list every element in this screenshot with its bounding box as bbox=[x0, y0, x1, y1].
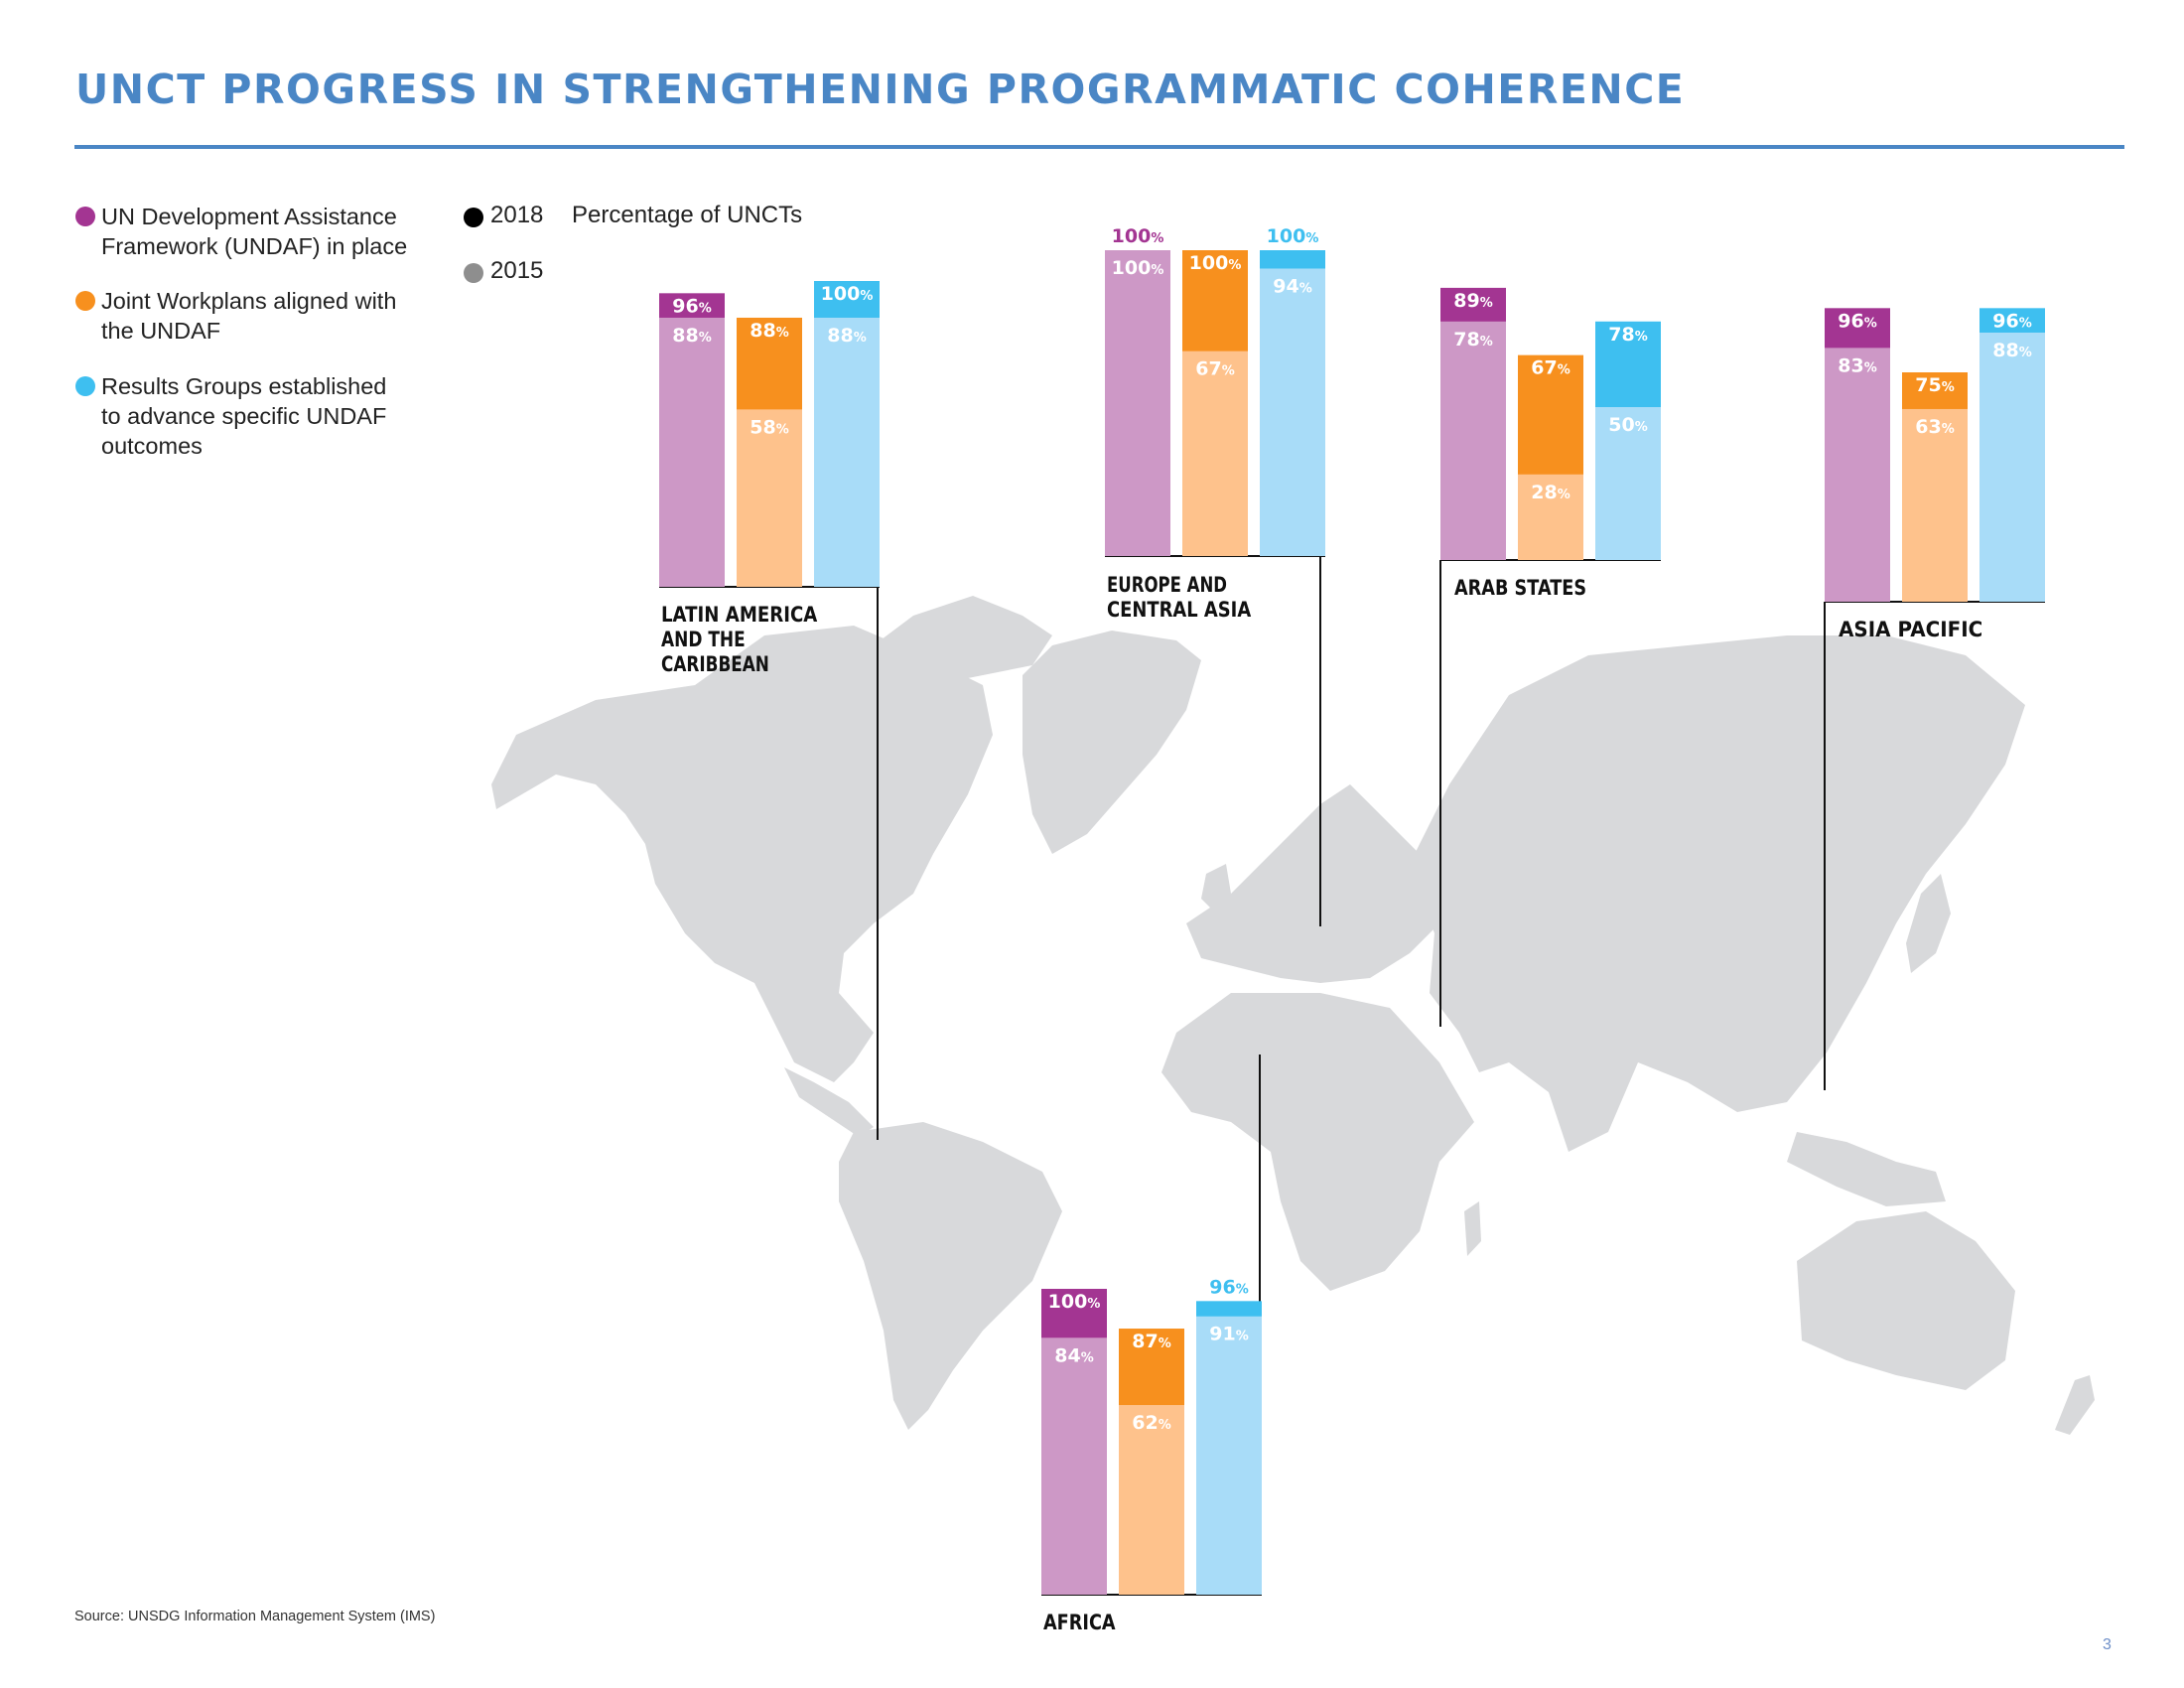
map-north-america bbox=[491, 626, 993, 1082]
label-2015-undaf-africa: 84% bbox=[1054, 1344, 1093, 1366]
legend-item-undaf: UN Development Assistance Framework (UND… bbox=[75, 202, 407, 261]
label-2015-results-groups-europe-and-central-asia: 94% bbox=[1273, 275, 1311, 297]
label-2018-undaf-asia-pacific: 96% bbox=[1838, 310, 1876, 332]
region-label-africa-line-1: AFRICA bbox=[1043, 1611, 1116, 1634]
bar-2015-results-groups-asia-pacific bbox=[1979, 332, 2045, 602]
label-2015-joint-workplans-arab-states: 28% bbox=[1531, 482, 1570, 503]
legend-year-2015-label: 2015 bbox=[490, 257, 544, 284]
label-2015-joint-workplans-asia-pacific: 63% bbox=[1915, 416, 1954, 438]
label-2018-results-groups-europe-and-central-asia: 100% bbox=[1267, 225, 1319, 247]
legend-dot-results-groups bbox=[75, 376, 95, 396]
label-2018-results-groups-latin-america-and-the-caribbean: 100% bbox=[821, 283, 874, 305]
legend-dot-undaf bbox=[75, 207, 95, 226]
map-greenland bbox=[1023, 631, 1201, 854]
legend-label-results-groups-line-3: outcomes bbox=[101, 433, 203, 459]
region-label-latin-america-and-the-caribbean-line-1: LATIN AMERICA bbox=[661, 603, 818, 627]
region-label-europe-and-central-asia-line-2: CENTRAL ASIA bbox=[1107, 598, 1252, 622]
label-2018-undaf-latin-america-and-the-caribbean: 96% bbox=[672, 295, 711, 317]
bar-2015-joint-workplans-asia-pacific bbox=[1902, 408, 1968, 602]
label-2015-results-groups-arab-states: 50% bbox=[1608, 414, 1647, 436]
region-label-arab-states-line-1: ARAB STATES bbox=[1454, 576, 1586, 600]
bar-2015-joint-workplans-latin-america-and-the-caribbean bbox=[737, 409, 802, 587]
map-australia bbox=[1797, 1211, 2015, 1390]
map-central-america bbox=[784, 1067, 874, 1137]
bar-2015-results-groups-africa bbox=[1196, 1316, 1262, 1595]
title-divider bbox=[74, 145, 2124, 149]
bar-2015-joint-workplans-arab-states bbox=[1518, 474, 1583, 560]
region-label-latin-america-and-the-caribbean-line-2: AND THE bbox=[661, 628, 746, 651]
bar-2015-undaf-asia-pacific bbox=[1825, 348, 1890, 602]
label-2015-undaf-latin-america-and-the-caribbean: 88% bbox=[672, 325, 711, 347]
map-southeast-asia-islands bbox=[1787, 1132, 1946, 1206]
legend-year-2018: 2018 bbox=[464, 202, 543, 229]
bar-2015-undaf-latin-america-and-the-caribbean bbox=[659, 317, 725, 587]
label-2018-results-groups-arab-states: 78% bbox=[1608, 324, 1647, 346]
map-south-america bbox=[839, 1122, 1062, 1430]
label-2018-joint-workplans-asia-pacific: 75% bbox=[1915, 374, 1954, 396]
world-map bbox=[491, 596, 2095, 1435]
map-new-zealand bbox=[2055, 1375, 2095, 1435]
map-madagascar bbox=[1464, 1201, 1481, 1256]
region-europe-and-central-asia: 100% 100% 100% 67% 100% 94% EUROPE ANDCENTRAL … bbox=[1105, 225, 1325, 926]
label-2015-results-groups-africa: 91% bbox=[1209, 1324, 1248, 1345]
map-europe bbox=[1186, 784, 1439, 983]
region-africa: 100% 84% 87% 62% 96% 91% AFRICA bbox=[1041, 1055, 1262, 1634]
legend-dot-2018 bbox=[464, 208, 483, 227]
region-arab-states: 89% 78% 67% 28% 78% 50% ARAB STATES bbox=[1439, 287, 1661, 1027]
map-africa bbox=[1161, 993, 1474, 1291]
bar-2015-joint-workplans-europe-and-central-asia bbox=[1182, 351, 1248, 556]
legend-label-undaf-line-2: Framework (UNDAF) in place bbox=[101, 233, 408, 259]
region-label-latin-america-and-the-caribbean-line-3: CARIBBEAN bbox=[661, 652, 769, 676]
bar-2015-undaf-arab-states bbox=[1440, 321, 1506, 560]
bar-2015-joint-workplans-africa bbox=[1119, 1405, 1184, 1595]
legend-dot-joint-workplans bbox=[75, 291, 95, 311]
label-2018-undaf-africa: 100% bbox=[1048, 1291, 1101, 1313]
label-2015-results-groups-latin-america-and-the-caribbean: 88% bbox=[827, 325, 866, 347]
legend-label-results-groups-line-2: to advance specific UNDAF bbox=[101, 403, 387, 429]
map-arctic-islands bbox=[874, 596, 1052, 685]
label-2018-joint-workplans-arab-states: 67% bbox=[1531, 357, 1570, 379]
label-2015-results-groups-asia-pacific: 88% bbox=[1992, 340, 2031, 361]
legend-label-joint-workplans-line-2: the UNDAF bbox=[101, 318, 221, 344]
map-japan bbox=[1906, 874, 1951, 973]
source-note: Source: UNSDG Information Management Sys… bbox=[74, 1609, 436, 1624]
legend-item-joint-workplans: Joint Workplans aligned with the UNDAF bbox=[75, 286, 396, 346]
legend-label-results-groups-line-1: Results Groups established bbox=[101, 373, 387, 399]
map-british-isles bbox=[1201, 864, 1231, 914]
region-asia-pacific: 96% 83% 75% 63% 96% 88% ASIA PACIFIC bbox=[1824, 308, 2045, 1090]
label-2018-joint-workplans-africa: 87% bbox=[1132, 1331, 1170, 1352]
label-2018-results-groups-asia-pacific: 96% bbox=[1992, 310, 2031, 332]
page-number: 3 bbox=[2103, 1636, 2112, 1653]
legend-dot-2015 bbox=[464, 263, 483, 283]
map-asia bbox=[1410, 635, 2025, 1152]
bar-2015-results-groups-europe-and-central-asia bbox=[1260, 268, 1325, 556]
label-2015-undaf-arab-states: 78% bbox=[1453, 329, 1492, 351]
label-2018-undaf-europe-and-central-asia: 100% bbox=[1112, 225, 1164, 247]
label-2018-joint-workplans-europe-and-central-asia: 100% bbox=[1189, 252, 1242, 274]
region-label-europe-and-central-asia-line-1: EUROPE AND bbox=[1107, 573, 1227, 597]
region-label-asia-pacific-line-1: ASIA PACIFIC bbox=[1839, 618, 1982, 641]
label-2015-joint-workplans-europe-and-central-asia: 67% bbox=[1195, 358, 1234, 380]
legend-year-2018-label: 2018 bbox=[490, 202, 544, 228]
legend-label-joint-workplans-line-1: Joint Workplans aligned with bbox=[101, 288, 397, 314]
measure-label: Percentage of UNCTs bbox=[572, 202, 803, 228]
label-2018-undaf-arab-states: 89% bbox=[1453, 290, 1492, 312]
label-2018-results-groups-africa: 96% bbox=[1209, 1276, 1248, 1298]
label-2015-undaf-europe-and-central-asia: 100% bbox=[1112, 257, 1164, 279]
bar-2015-results-groups-arab-states bbox=[1595, 407, 1661, 560]
bar-2015-undaf-africa bbox=[1041, 1337, 1107, 1595]
legend-label-undaf-line-1: UN Development Assistance bbox=[101, 204, 397, 229]
bar-2015-results-groups-latin-america-and-the-caribbean bbox=[814, 317, 880, 587]
label-2015-joint-workplans-latin-america-and-the-caribbean: 58% bbox=[750, 416, 788, 438]
label-2018-joint-workplans-latin-america-and-the-caribbean: 88% bbox=[750, 320, 788, 342]
label-2015-undaf-asia-pacific: 83% bbox=[1838, 354, 1876, 376]
bar-2015-undaf-europe-and-central-asia bbox=[1105, 250, 1170, 556]
label-2015-joint-workplans-africa: 62% bbox=[1132, 1412, 1170, 1434]
page-title: UNCT PROGRESS IN STRENGTHENING PROGRAMMA… bbox=[75, 66, 1686, 113]
legend-year-2015: 2015 bbox=[464, 257, 543, 285]
legend-item-results-groups: Results Groups established to advance sp… bbox=[75, 371, 386, 461]
